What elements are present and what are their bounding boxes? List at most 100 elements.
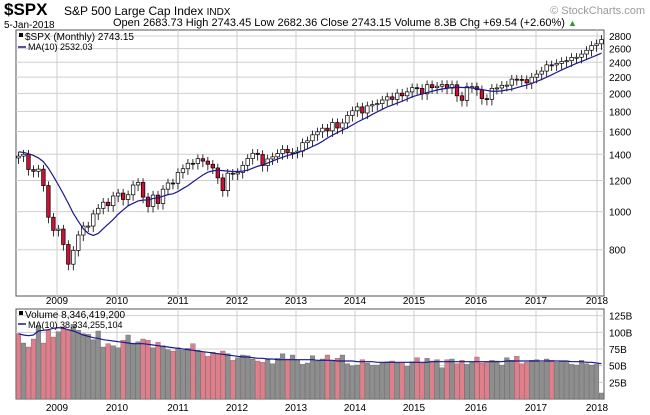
volume-bar xyxy=(185,348,191,400)
volume-bar xyxy=(474,356,480,400)
price-candle xyxy=(325,127,330,132)
volume-bar xyxy=(529,360,535,400)
volume-bar xyxy=(464,364,470,400)
volume-bar xyxy=(544,358,550,400)
volume-bar xyxy=(519,363,525,400)
volume-bar xyxy=(120,340,126,400)
volume-bar xyxy=(85,334,91,400)
volume-bar xyxy=(50,336,56,400)
volume-bar xyxy=(374,364,380,400)
price-candle xyxy=(175,172,181,184)
price-candle xyxy=(554,63,559,66)
volume-bar xyxy=(275,358,281,400)
price-y-tick-label: 1000 xyxy=(609,208,632,219)
volume-bar xyxy=(384,361,390,400)
price-candle xyxy=(86,225,91,228)
volume-bar xyxy=(449,358,455,400)
volume-bar xyxy=(364,362,370,400)
price-candle xyxy=(91,213,96,227)
volume-bar xyxy=(80,333,86,400)
volume-bar xyxy=(304,362,311,400)
volume-bar xyxy=(534,359,540,400)
price-candle xyxy=(410,87,415,93)
price-candle xyxy=(569,57,574,62)
price-candle xyxy=(589,45,594,51)
up-arrow-icon: ▲ xyxy=(568,18,577,28)
price-candle xyxy=(564,60,569,63)
volume-bar xyxy=(394,362,400,400)
price-x-tick-label: 2017 xyxy=(525,296,548,307)
volume-bar xyxy=(170,350,176,400)
price-candle xyxy=(534,73,539,78)
price-candle xyxy=(46,185,51,218)
volume-bar xyxy=(190,343,196,400)
volume-bar xyxy=(539,362,545,400)
price-candle xyxy=(305,140,310,144)
price-candle xyxy=(170,182,176,185)
volume-bar xyxy=(145,340,151,400)
price-candle xyxy=(125,194,131,200)
volume-bar xyxy=(60,326,66,400)
price-candle xyxy=(519,79,524,81)
price-candle xyxy=(51,216,56,231)
volume-bar xyxy=(559,361,565,400)
volume-bar xyxy=(494,360,500,400)
price-candle xyxy=(101,201,106,209)
price-candle xyxy=(375,103,380,106)
volume-x-tick-label: 2016 xyxy=(465,403,488,414)
volume-x-tick-label: 2013 xyxy=(285,403,308,414)
volume-bar xyxy=(210,352,216,400)
volume-bar xyxy=(334,358,340,400)
price-candle xyxy=(424,84,430,95)
price-candle xyxy=(66,244,71,265)
volume-bar xyxy=(598,392,605,400)
price-candle xyxy=(290,151,295,154)
price-candle xyxy=(360,106,365,114)
volume-bar xyxy=(454,363,460,400)
volume-bar xyxy=(379,362,385,400)
price-candle xyxy=(41,168,46,186)
volume-bar xyxy=(265,359,271,400)
volume-x-tick-label: 2015 xyxy=(403,403,426,414)
price-candle xyxy=(250,152,255,159)
volume-bar xyxy=(130,342,136,400)
volume-bar xyxy=(225,353,231,400)
price-candle xyxy=(285,148,290,154)
price-candle xyxy=(26,153,31,170)
volume-bar xyxy=(55,331,61,400)
price-candle xyxy=(544,64,549,72)
volume-bar xyxy=(240,354,246,400)
price-y-tick-label: 1800 xyxy=(609,107,632,118)
price-x-tick-label: 2009 xyxy=(46,296,69,307)
volume-bar xyxy=(414,357,420,400)
volume-bar xyxy=(589,364,595,400)
price-candle xyxy=(220,177,225,192)
price-legend-swatch xyxy=(19,33,23,37)
volume-bar xyxy=(300,364,306,400)
price-panel-frame xyxy=(15,29,605,297)
price-candle xyxy=(514,78,519,81)
volume-bar xyxy=(354,364,360,400)
volume-bar xyxy=(579,360,585,400)
volume-bar xyxy=(230,360,236,400)
price-candle xyxy=(270,156,275,160)
volume-bar xyxy=(180,350,186,400)
price-candle xyxy=(275,153,280,158)
price-candle xyxy=(140,182,146,198)
volume-bar xyxy=(245,355,251,400)
price-y-tick-label: 2600 xyxy=(609,45,632,56)
volume-bar xyxy=(45,330,51,400)
volume-bar xyxy=(324,354,330,400)
volume-bar xyxy=(479,362,485,400)
volume-x-tick-label: 2010 xyxy=(106,403,129,414)
volume-ma-legend-label: MA(10) 38,334,255,104 xyxy=(28,320,123,330)
price-candle xyxy=(135,182,141,186)
volume-bar xyxy=(70,324,76,400)
price-ma10-line xyxy=(18,52,602,237)
price-candle xyxy=(494,87,500,90)
price-x-tick-label: 2010 xyxy=(106,296,129,307)
volume-bar xyxy=(514,356,520,400)
quote-line: Open 2683.73 High 2743.45 Low 2682.36 Cl… xyxy=(113,17,577,29)
price-candle xyxy=(370,104,375,107)
